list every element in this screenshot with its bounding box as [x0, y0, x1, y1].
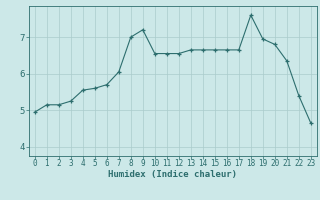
- X-axis label: Humidex (Indice chaleur): Humidex (Indice chaleur): [108, 170, 237, 179]
